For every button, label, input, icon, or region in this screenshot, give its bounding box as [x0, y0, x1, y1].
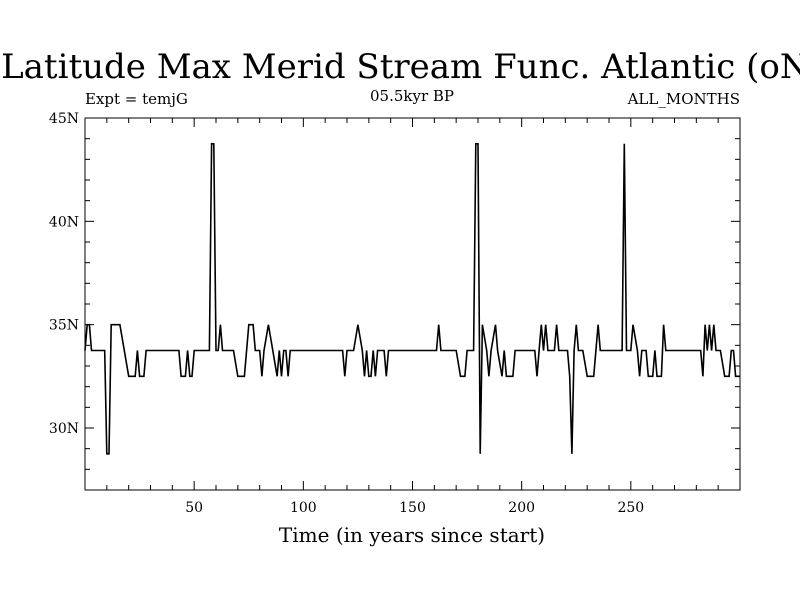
x-tick-label: 200 — [508, 500, 535, 516]
x-axis-label: Time (in years since start) — [279, 523, 545, 547]
axis-ticks — [85, 118, 740, 490]
y-tick-label: 35N — [49, 318, 79, 334]
x-tick-label: 100 — [290, 500, 317, 516]
x-tick-labels: 50 100 150 200 250 — [185, 500, 644, 516]
y-tick-label: 40N — [49, 214, 79, 230]
x-tick-label: 50 — [185, 500, 203, 516]
x-tick-label: 150 — [399, 500, 426, 516]
chart-title: Latitude Max Merid Stream Func. Atlantic… — [1, 47, 800, 87]
y-tick-labels: 30N 35N 40N 45N — [49, 111, 79, 437]
y-tick-label: 45N — [49, 111, 79, 127]
series-line — [84, 143, 740, 455]
subtitle-right: ALL_MONTHS — [627, 90, 740, 108]
plot-frame — [84, 117, 741, 491]
y-tick-label: 30N — [49, 421, 79, 437]
x-tick-label: 250 — [617, 500, 644, 516]
subtitle-center: 05.5kyr BP — [370, 87, 454, 105]
subtitle-left: Expt = temjG — [85, 90, 188, 108]
